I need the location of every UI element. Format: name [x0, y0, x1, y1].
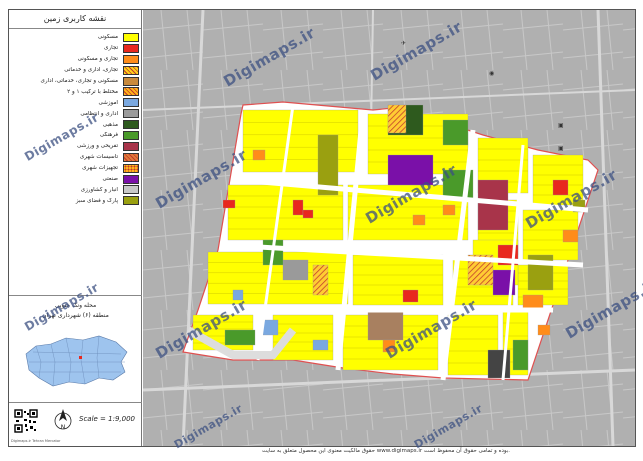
map-canvas	[143, 10, 635, 446]
legend-swatch	[123, 32, 139, 42]
map-info-block: N Scale = 1:9,000 Digimaps.ir Tehran Mer…	[9, 402, 142, 447]
commercial-parcel	[402, 289, 419, 303]
legend-swatch	[123, 54, 139, 64]
legend-swatch	[123, 163, 139, 173]
legend-label: تجهیزات شهری	[82, 165, 118, 172]
legend-item: اداری و انتظامی	[11, 108, 139, 119]
green-parcel	[224, 329, 256, 346]
legend-label: مسکونی	[97, 34, 118, 41]
legend-item: تجاری، اداری و خدماتی	[11, 65, 139, 76]
commercial-parcel	[292, 199, 304, 216]
legend-label: مذهبی	[102, 121, 118, 128]
legend-item: فرهنگی	[11, 130, 139, 141]
legend-swatch	[123, 43, 139, 53]
commercial-parcel	[302, 209, 314, 219]
legend-swatch	[123, 109, 139, 119]
legend-item: تجاری و مسکونی	[11, 54, 139, 65]
poi-marker-icon: ✈	[401, 40, 407, 47]
legend-item: صنعتی	[11, 174, 139, 185]
north-arrow-icon: N	[54, 409, 72, 431]
legend-item: آموزشی	[11, 97, 139, 108]
mixed-use-parcel	[387, 104, 407, 134]
legend-label: تجاری	[104, 45, 118, 52]
legend-label: صنعتی	[102, 176, 119, 183]
legend-label: مختلط با ترکیب ۱ و ۲	[67, 88, 118, 95]
mixed-use-parcel	[312, 264, 329, 296]
legend-swatch	[123, 98, 139, 108]
legend-label: پارک و فضای سبز	[75, 197, 118, 204]
legend-label: تجاری و مسکونی	[77, 56, 118, 63]
mixed-parcel	[562, 229, 579, 243]
legend-swatch	[123, 87, 139, 97]
parcels-layer	[192, 104, 586, 379]
poi-marker-icon: ▣	[558, 122, 564, 129]
admin-parcel	[282, 259, 309, 281]
legend-swatch	[123, 185, 139, 195]
qr-code-icon	[14, 409, 38, 433]
svg-text:N: N	[61, 424, 66, 431]
legend-item: تجهیزات شهری	[11, 163, 139, 174]
education-parcel	[262, 319, 279, 336]
mixed-parcel	[412, 214, 426, 226]
residential-block	[242, 109, 359, 173]
legend-label: اداری و انتظامی	[80, 110, 118, 117]
location-block: محله ونک جنوبی منطقه (۶) شهرداری تهران	[9, 295, 142, 387]
legend-item: مسکونی	[11, 32, 139, 43]
education-parcel	[312, 339, 329, 351]
scale-text: Scale = 1:9,000	[79, 415, 135, 423]
locator-inset-map	[25, 335, 128, 387]
green-parcel	[512, 339, 529, 371]
legend-swatch	[123, 174, 139, 184]
mixed-parcel	[252, 149, 266, 161]
legend-swatch	[123, 130, 139, 140]
green-parcel	[442, 119, 469, 146]
park-parcel	[317, 134, 339, 196]
legend-label: تجاری، اداری و خدماتی	[64, 67, 118, 74]
legend-label: آموزشی	[98, 99, 119, 106]
legend-item: تجاری	[11, 43, 139, 54]
mixed-parcel	[382, 339, 396, 353]
locator-marker	[79, 356, 82, 359]
legend-swatch	[123, 76, 139, 86]
legend-swatch	[123, 141, 139, 151]
legend-item: مسکونی و تجاری، خدماتی، اداری	[11, 76, 139, 87]
legend-item: تفریحی و ورزشی	[11, 141, 139, 152]
legend-label: انبار و کشاورزی	[80, 186, 118, 193]
poi-marker-icon: ▣	[558, 145, 564, 152]
legend-title: نقشه کاربری زمین	[9, 10, 141, 29]
legend-item: مختلط با ترکیب ۱ و ۲	[11, 86, 139, 97]
poi-marker-icon: ◉	[489, 70, 495, 77]
legend-swatch	[123, 65, 139, 75]
legend-item: مذهبی	[11, 119, 139, 130]
legend-label: تفریحی و ورزشی	[76, 143, 118, 150]
land-use-map[interactable]: ◉ ▣ ▣ ✈	[143, 10, 635, 446]
credit-text: Digimaps.ir Tehran Mercator	[11, 439, 61, 443]
legend-label: تأسیسات شهری	[79, 154, 118, 161]
legend-label: فرهنگی	[99, 132, 118, 139]
legend-list: مسکونی تجاری تجاری و مسکونی تجاری، اداری و …	[11, 32, 139, 206]
education-parcel	[232, 289, 244, 301]
legend-item: پارک و فضای سبز	[11, 195, 139, 206]
legend-panel: نقشه کاربری زمین مسکونی تجاری تجاری و مسکو…	[9, 10, 142, 446]
industrial-parcel	[387, 154, 434, 186]
location-subtitle: منطقه (۶) شهرداری تهران	[42, 312, 109, 319]
copyright-footer: حقوق مالکیت معنوی این محصول متعلق به سای…	[261, 448, 511, 454]
residential-block	[352, 254, 444, 306]
location-title: محله ونک جنوبی	[54, 302, 97, 309]
mixed-parcel	[442, 204, 456, 216]
legend-swatch	[123, 120, 139, 130]
legend-item: انبار و کشاورزی	[11, 184, 139, 195]
residential-block	[272, 314, 334, 361]
legend-label: مسکونی و تجاری، خدماتی، اداری	[40, 78, 118, 84]
legend-swatch	[123, 152, 139, 162]
commercial-parcel	[222, 199, 236, 209]
legend-item: تأسیسات شهری	[11, 152, 139, 163]
commercial-parcel	[552, 179, 569, 196]
commercial-residential-parcel	[367, 309, 404, 341]
legend-swatch	[123, 196, 139, 206]
mixed-parcel	[537, 324, 551, 336]
